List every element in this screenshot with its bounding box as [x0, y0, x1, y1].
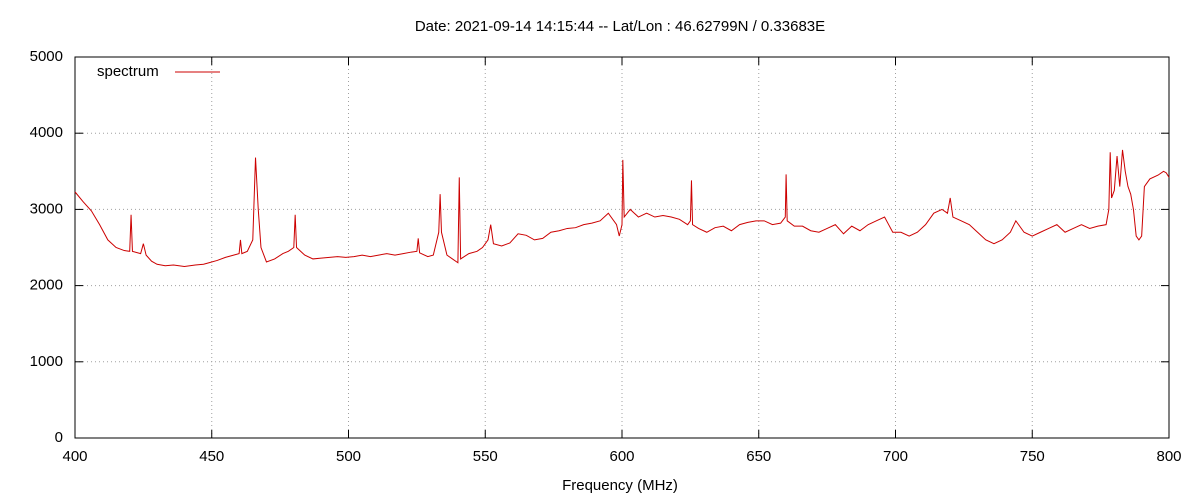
x-tick-label: 450 — [199, 448, 224, 465]
x-tick-label: 500 — [336, 448, 361, 465]
y-tick-label: 0 — [55, 429, 63, 446]
y-tick-label: 3000 — [30, 200, 63, 217]
spectrum-line — [74, 149, 1170, 268]
plot-border — [74, 56, 1170, 439]
x-tick-label: 650 — [746, 448, 771, 465]
y-tick-label: 5000 — [30, 48, 63, 65]
chart-title: Date: 2021-09-14 14:15:44 -- Lat/Lon : 4… — [415, 18, 825, 35]
x-tick-label: 600 — [609, 448, 634, 465]
legend-label: spectrum — [97, 63, 159, 80]
x-tick-label: 400 — [62, 448, 87, 465]
x-tick-label: 700 — [883, 448, 908, 465]
x-tick-label: 800 — [1156, 448, 1181, 465]
x-tick-label: 750 — [1020, 448, 1045, 465]
x-axis-label: Frequency (MHz) — [562, 477, 678, 494]
y-tick-label: 1000 — [30, 353, 63, 370]
y-tick-label: 2000 — [30, 277, 63, 294]
y-tick-label: 4000 — [30, 124, 63, 141]
x-tick-label: 550 — [473, 448, 498, 465]
